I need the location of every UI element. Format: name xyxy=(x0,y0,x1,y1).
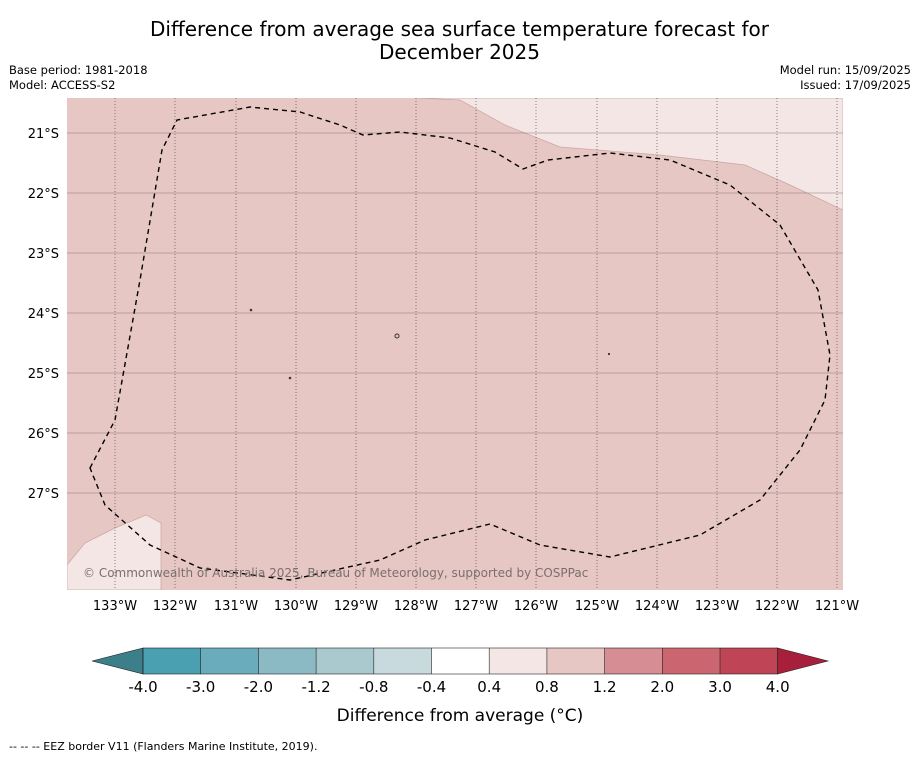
lat-label: 23°S xyxy=(28,247,59,262)
model-run: Model run: 15/09/2025 xyxy=(779,63,911,77)
colorbar-swatch xyxy=(143,648,202,674)
lon-label: 122°W xyxy=(755,599,799,614)
colorbar-swatch xyxy=(720,648,779,674)
colorbar-swatch xyxy=(604,648,663,674)
colorbar-swatch xyxy=(200,648,259,674)
colorbar-tick-label: 1.2 xyxy=(593,678,617,696)
lon-label: 121°W xyxy=(815,599,859,614)
lon-label: 128°W xyxy=(394,599,438,614)
colorbar-swatch xyxy=(662,648,721,674)
lat-label: 22°S xyxy=(28,187,59,202)
colorbar-under-arrow xyxy=(91,647,144,675)
lat-label: 27°S xyxy=(28,487,59,502)
colorbar-tick-label: -0.8 xyxy=(359,678,388,696)
colorbar-swatch xyxy=(258,648,317,674)
lon-label: 123°W xyxy=(695,599,739,614)
colorbar-swatch xyxy=(316,648,375,674)
lon-label: 131°W xyxy=(214,599,258,614)
eez-footnote: -- -- -- EEZ border V11 (Flanders Marine… xyxy=(9,740,318,753)
lon-label: 125°W xyxy=(575,599,619,614)
colorbar-tick-label: 4.0 xyxy=(766,678,790,696)
anomaly-zone-light-northeast xyxy=(417,98,843,211)
model-name: Model: ACCESS-S2 xyxy=(9,78,116,92)
colorbar-swatch xyxy=(431,648,490,674)
anomaly-field xyxy=(67,98,843,590)
title-line-1: Difference from average sea surface temp… xyxy=(149,17,769,41)
map-area: © Commonwealth of Australia 2025, Bureau… xyxy=(67,98,843,590)
base-period: Base period: 1981-2018 xyxy=(9,63,148,77)
map-title: Difference from average sea surface temp… xyxy=(0,18,919,64)
meta-left: Base period: 1981-2018 Model: ACCESS-S2 xyxy=(9,63,148,93)
islands xyxy=(249,308,611,380)
lat-gridlines xyxy=(67,132,843,494)
lon-label: 129°W xyxy=(334,599,378,614)
lon-label: 124°W xyxy=(635,599,679,614)
copyright-notice: © Commonwealth of Australia 2025, Bureau… xyxy=(83,566,588,580)
lat-labels: 21°S 22°S 23°S 24°S 25°S 26°S 27°S xyxy=(28,127,59,502)
colorbar-swatch xyxy=(489,648,548,674)
colorbar-tick-label: -4.0 xyxy=(128,678,157,696)
lat-label: 21°S xyxy=(28,127,59,142)
colorbar-tick-label: -2.0 xyxy=(244,678,273,696)
colorbar-tick-label: 2.0 xyxy=(650,678,674,696)
colorbar-label: Difference from average (°C) xyxy=(337,706,584,726)
colorbar-tick-label: -0.4 xyxy=(417,678,446,696)
colorbar-tick-label: -1.2 xyxy=(301,678,330,696)
issued-date: Issued: 17/09/2025 xyxy=(800,78,911,92)
colorbar-tick-label: 0.4 xyxy=(477,678,501,696)
lat-label: 26°S xyxy=(28,427,59,442)
colorbar-tick-label: -3.0 xyxy=(186,678,215,696)
title-line-2: December 2025 xyxy=(379,40,540,64)
lon-gridlines xyxy=(114,98,838,590)
colorbar-swatch xyxy=(546,648,606,674)
colorbar-over-arrow xyxy=(777,647,830,675)
lat-label: 25°S xyxy=(28,367,59,382)
lon-labels: 133°W 132°W 131°W 130°W 129°W 128°W 127°… xyxy=(93,599,859,614)
colorbar-tick-label: 3.0 xyxy=(708,678,732,696)
meta-right: Model run: 15/09/2025 Issued: 17/09/2025 xyxy=(780,63,911,93)
lon-label: 130°W xyxy=(274,599,318,614)
lon-label: 132°W xyxy=(153,599,197,614)
colorbar-swatch xyxy=(373,648,432,674)
colorbar-tick-label: 0.8 xyxy=(535,678,559,696)
lon-label: 127°W xyxy=(454,599,498,614)
lon-label: 133°W xyxy=(93,599,137,614)
eez-border xyxy=(89,106,831,581)
colorbar: -4.0 -3.0 -2.0 -1.2 -0.8 -0.4 0.4 0.8 1.2 2.0 3.0 4… xyxy=(91,647,830,696)
lat-label: 24°S xyxy=(28,307,59,322)
lon-label: 126°W xyxy=(514,599,558,614)
